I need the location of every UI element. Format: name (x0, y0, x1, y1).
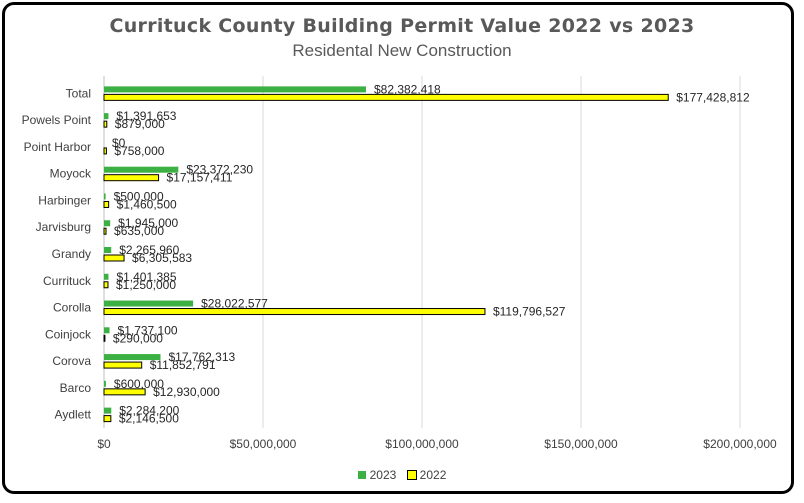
x-tick-label: $0 (97, 437, 111, 451)
legend-label-2023: 2023 (369, 468, 397, 482)
bar-2022-moyock (103, 174, 160, 182)
bar-2022-powels-point (103, 120, 108, 128)
bar-2023-powels-point (104, 113, 109, 120)
category-label-corova: Corova (52, 354, 91, 368)
data-label-2022-point-harbor: $758,000 (114, 144, 164, 158)
category-label-moyock: Moyock (50, 167, 92, 181)
legend-swatch-2022 (406, 470, 417, 480)
data-label-2023-harbinger: $500,000 (114, 189, 164, 203)
data-label-2023-aydlett: $2,284,200 (119, 404, 179, 418)
category-label-coinjock: Coinjock (45, 327, 92, 341)
data-label-2023-coinjock: $1,737,100 (118, 323, 178, 337)
data-label-2022-aydlett: $2,146,500 (119, 412, 179, 426)
data-label-2022-powels-point: $879,000 (115, 117, 165, 131)
data-label-2023-point-harbor: $0 (112, 136, 126, 150)
data-label-2022-moyock: $17,157,411 (167, 171, 233, 185)
bar-2022-jarvisburg (103, 227, 107, 235)
category-label-powels-point: Powels Point (22, 113, 92, 127)
bar-2023-grandy (104, 247, 112, 253)
bar-2022-aydlett (103, 415, 112, 423)
bar-2022-coinjock (103, 334, 106, 342)
legend-item-2023: 2023 (357, 468, 397, 482)
data-label-2023-jarvisburg: $1,945,000 (118, 216, 178, 230)
data-label-2023-corova: $17,762,313 (168, 350, 235, 364)
data-label-2023-powels-point: $1,391,653 (116, 109, 176, 123)
bar-2023-corova (104, 354, 161, 361)
bar-2022-barco (103, 388, 146, 396)
data-label-2022-corova: $11,852,791 (150, 358, 216, 372)
chart-legend: 2023 2022 (0, 468, 804, 482)
category-label-barco: Barco (60, 381, 92, 395)
x-tick-label: $150,000,000 (544, 437, 618, 451)
category-label-point-harbor: Point Harbor (24, 140, 91, 154)
bar-2022-point-harbor (103, 147, 107, 155)
data-label-2022-corolla: $119,796,527 (493, 305, 566, 319)
chart-subtitle: Residental New Construction (292, 41, 512, 60)
category-label-grandy: Grandy (52, 247, 91, 261)
data-label-2023-corolla: $28,022,577 (201, 297, 268, 311)
bar-2023-barco (104, 380, 106, 387)
data-label-2022-grandy: $6,305,583 (132, 251, 192, 265)
data-label-2022-coinjock: $290,000 (113, 331, 163, 345)
data-label-2022-jarvisburg: $635,000 (114, 224, 164, 238)
bar-2023-currituck (104, 273, 109, 280)
data-label-2023-total: $82,382,418 (374, 82, 441, 96)
bar-2022-grandy (103, 254, 125, 262)
x-tick-label: $200,000,000 (703, 437, 777, 451)
category-label-currituck: Currituck (43, 274, 92, 288)
bar-2023-coinjock (104, 327, 110, 334)
x-tick-label: $100,000,000 (385, 437, 459, 451)
data-label-2023-currituck: $1,401,385 (116, 270, 176, 284)
chart-title: Currituck County Building Permit Value 2… (109, 15, 695, 37)
chart-frame (2, 2, 794, 494)
data-label-2023-moyock: $23,372,230 (186, 163, 253, 177)
legend-item-2022: 2022 (406, 468, 447, 482)
data-label-2023-grandy: $2,265,960 (119, 243, 179, 257)
bar-2022-corolla (103, 308, 486, 316)
category-label-jarvisburg: Jarvisburg (36, 220, 91, 234)
bar-2022-corova (103, 361, 143, 369)
bar-2022-harbinger (103, 200, 110, 208)
bar-2023-harbinger (104, 193, 106, 200)
category-label-corolla: Corolla (53, 301, 91, 315)
legend-label-2022: 2022 (419, 468, 447, 482)
x-tick-label: $50,000,000 (230, 437, 297, 451)
bar-2023-jarvisburg (104, 220, 111, 227)
bar-2023-moyock (104, 166, 179, 173)
data-label-2022-total: $177,428,812 (676, 90, 750, 104)
data-label-2022-barco: $12,930,000 (153, 385, 220, 399)
category-label-total: Total (66, 86, 91, 100)
data-label-2022-currituck: $1,250,000 (116, 278, 176, 292)
bar-2023-total (104, 86, 366, 93)
category-label-harbinger: Harbinger (38, 193, 91, 207)
data-label-2023-barco: $600,000 (114, 377, 164, 391)
category-label-aydlett: Aydlett (55, 408, 92, 422)
bar-2023-aydlett (104, 407, 112, 414)
bar-2022-total (103, 93, 669, 101)
legend-swatch-2023 (357, 471, 366, 479)
bar-2023-corolla (104, 300, 194, 307)
bar-2022-currituck (103, 281, 109, 289)
data-label-2022-harbinger: $1,460,500 (117, 197, 177, 211)
